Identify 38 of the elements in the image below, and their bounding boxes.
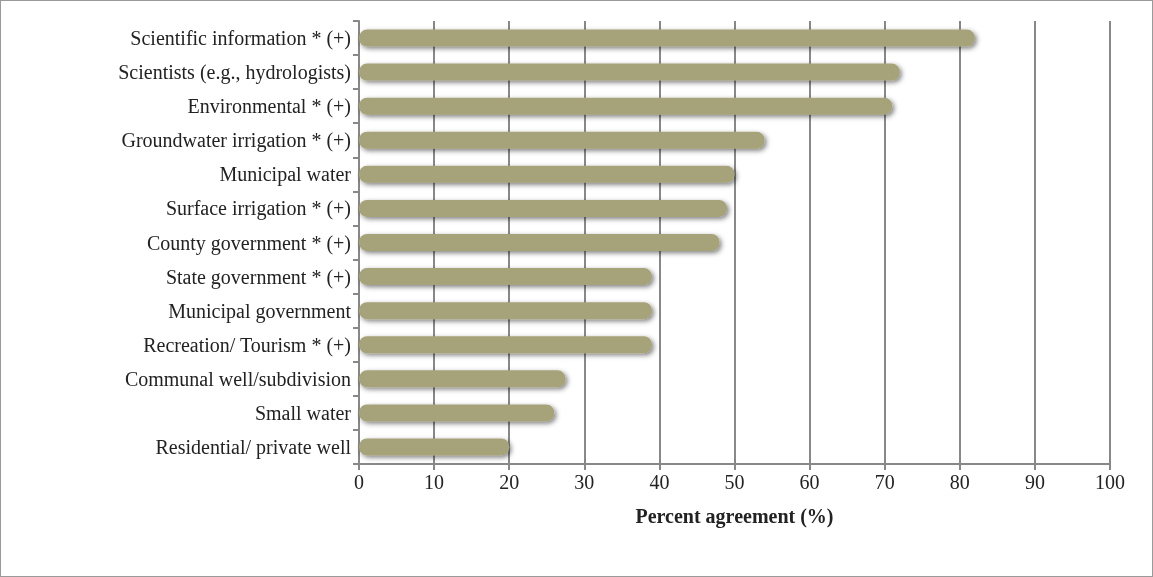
y-tick-label: Municipal water: [219, 163, 352, 187]
bar: [359, 63, 900, 81]
y-tick-label: Municipal government: [168, 299, 352, 323]
x-tick-label: 80: [949, 471, 970, 493]
x-tick-label: 10: [424, 471, 445, 493]
bar: [359, 131, 765, 149]
y-tick-label: State government * (+): [165, 265, 351, 289]
x-tick-label: 100: [1095, 471, 1125, 493]
bar: [359, 370, 566, 388]
bar: [359, 268, 652, 286]
bar: [359, 29, 975, 47]
y-tick-label: Surface irrigation * (+): [165, 197, 351, 221]
bar: [359, 165, 735, 183]
y-tick-label: Scientists (e.g., hydrologists): [118, 61, 351, 85]
y-tick-label: Residential/ private well: [155, 435, 352, 459]
bar: [359, 404, 555, 422]
y-tick-label: Environmental * (+): [187, 95, 351, 119]
x-tick-label: 30: [574, 471, 595, 493]
bar: [359, 438, 510, 456]
x-tick-label: 60: [799, 471, 820, 493]
bar: [359, 97, 893, 115]
bar: [359, 336, 652, 354]
y-tick-label: County government * (+): [146, 231, 351, 255]
y-tick-label: Recreation/ Tourism * (+): [143, 333, 351, 357]
y-tick-label: Groundwater irrigation * (+): [121, 129, 351, 153]
y-tick-label: Scientific information * (+): [130, 27, 351, 51]
y-tick-label: Small water: [254, 401, 352, 424]
x-tick-label: 50: [724, 471, 745, 493]
x-tick-label: 70: [874, 471, 895, 493]
x-tick-label: 0: [354, 471, 364, 493]
x-tick-label: 20: [499, 471, 520, 493]
bar: [359, 199, 727, 217]
bar: [359, 302, 652, 320]
x-tick-label: 40: [649, 471, 670, 493]
x-axis-title: Percent agreement (%): [635, 505, 834, 528]
y-tick-label: Communal well/subdivision: [124, 367, 351, 390]
x-tick-label: 90: [1024, 471, 1045, 493]
bar: [359, 234, 720, 251]
